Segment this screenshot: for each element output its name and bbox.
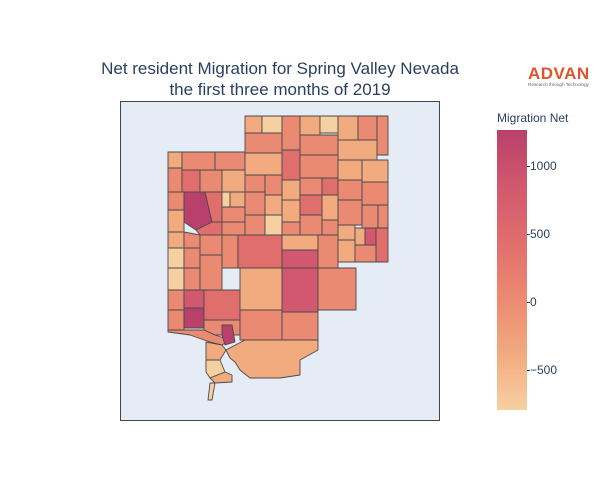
tract-79[interactable]: [239, 267, 283, 311]
tract-14[interactable]: [244, 152, 283, 176]
tract-60[interactable]: [199, 234, 223, 256]
tract-67[interactable]: [354, 244, 377, 263]
tract-3[interactable]: [281, 115, 301, 151]
tract-49[interactable]: [281, 221, 301, 236]
tract-63[interactable]: [281, 234, 319, 251]
tract-1[interactable]: [261, 115, 283, 134]
tract-78[interactable]: [221, 324, 236, 346]
tract-56[interactable]: [167, 231, 185, 249]
chart-title: Net resident Migration for Spring Valley…: [40, 58, 520, 100]
tract-24[interactable]: [264, 174, 283, 196]
tract-11[interactable]: [167, 151, 183, 169]
tract-23[interactable]: [244, 174, 266, 193]
tract-6[interactable]: [337, 115, 359, 141]
tract-73[interactable]: [167, 309, 185, 331]
tract-39[interactable]: [299, 194, 323, 216]
tract-80[interactable]: [281, 267, 319, 313]
tract-12[interactable]: [181, 151, 216, 171]
logo-wordmark: ADVAN: [528, 64, 590, 83]
tract-52[interactable]: [337, 224, 356, 241]
tract-71[interactable]: [167, 289, 185, 311]
tract-25[interactable]: [281, 179, 301, 201]
title-line-2: the first three months of 2019: [169, 80, 391, 99]
tract-42[interactable]: [361, 204, 379, 229]
tract-64[interactable]: [281, 249, 319, 269]
tract-62[interactable]: [237, 234, 283, 269]
tract-35[interactable]: [221, 206, 246, 223]
tract-58[interactable]: [167, 247, 185, 269]
tract-0[interactable]: [244, 115, 263, 134]
tract-21[interactable]: [199, 169, 223, 193]
tract-10[interactable]: [337, 139, 378, 161]
tract-68[interactable]: [167, 267, 185, 291]
legend-tick-0: 0: [527, 295, 537, 309]
title-line-1: Net resident Migration for Spring Valley…: [101, 59, 459, 78]
tract-57[interactable]: [183, 231, 201, 249]
logo-tagline: Research through Technology: [528, 82, 589, 87]
tract-84[interactable]: [205, 341, 227, 361]
tract-59[interactable]: [183, 247, 201, 269]
tract-16[interactable]: [299, 154, 339, 179]
tract-2[interactable]: [244, 132, 283, 154]
tract-85[interactable]: [225, 339, 319, 379]
tract-15[interactable]: [281, 149, 301, 181]
tract-83[interactable]: [281, 311, 319, 341]
colorbar: [497, 130, 527, 410]
tract-44[interactable]: [167, 209, 185, 233]
tract-19[interactable]: [167, 167, 183, 193]
tract-54[interactable]: [364, 227, 377, 246]
tract-82[interactable]: [239, 309, 283, 341]
tract-46[interactable]: [221, 221, 246, 236]
tract-8[interactable]: [376, 115, 389, 156]
tract-38[interactable]: [281, 199, 301, 223]
tract-47[interactable]: [244, 214, 266, 236]
tract-18[interactable]: [361, 159, 389, 183]
tract-26[interactable]: [299, 177, 323, 196]
tract-36[interactable]: [244, 191, 266, 216]
tract-27[interactable]: [321, 177, 339, 196]
tract-43[interactable]: [377, 204, 389, 229]
tract-37[interactable]: [264, 194, 283, 216]
tract-13[interactable]: [214, 151, 246, 171]
legend-tick-500: 500: [526, 227, 551, 241]
tract-70[interactable]: [199, 254, 223, 291]
tract-7[interactable]: [357, 115, 378, 141]
tract-34[interactable]: [229, 191, 246, 208]
tract-55[interactable]: [375, 227, 389, 263]
tract-48[interactable]: [264, 214, 283, 236]
tract-4[interactable]: [299, 115, 321, 136]
tract-61[interactable]: [221, 234, 239, 269]
tract-17[interactable]: [337, 159, 363, 181]
tract-87[interactable]: [209, 371, 233, 384]
tract-20[interactable]: [181, 169, 201, 193]
tract-69[interactable]: [183, 267, 201, 291]
tract-74[interactable]: [183, 307, 205, 329]
legend-tick-1000: 1000: [527, 159, 557, 173]
tract-53[interactable]: [354, 227, 366, 246]
tract-9[interactable]: [299, 134, 339, 156]
tract-88[interactable]: [207, 382, 216, 401]
tract-28[interactable]: [337, 179, 363, 201]
tract-75[interactable]: [203, 289, 241, 321]
tract-30[interactable]: [167, 191, 185, 211]
tract-51[interactable]: [321, 219, 339, 236]
tract-33[interactable]: [221, 191, 231, 208]
tract-50[interactable]: [299, 214, 323, 236]
advan-logo: ADVAN Research through Technology: [528, 65, 596, 88]
tract-72[interactable]: [183, 289, 205, 309]
legend-title: Migration Net: [497, 111, 569, 125]
tract-66[interactable]: [337, 239, 356, 263]
legend-tick-minus-500: −500: [526, 363, 558, 377]
tract-81[interactable]: [317, 267, 357, 311]
tract-22[interactable]: [221, 169, 246, 193]
tract-41[interactable]: [337, 199, 363, 226]
tract-29[interactable]: [361, 181, 389, 206]
tract-40[interactable]: [321, 194, 339, 221]
tract-65[interactable]: [317, 234, 339, 269]
tract-5[interactable]: [319, 115, 339, 134]
